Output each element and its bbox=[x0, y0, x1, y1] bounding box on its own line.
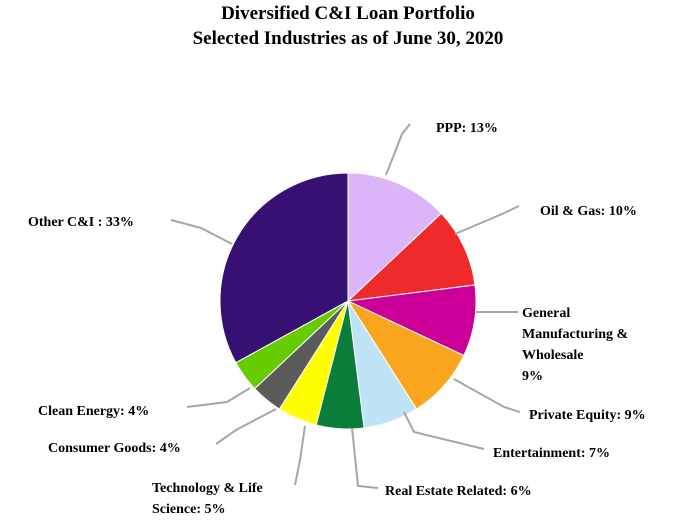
slice-label-line: Technology & Life bbox=[152, 481, 263, 496]
leader-line-entertainment bbox=[403, 411, 485, 450]
slice-label-line: Oil & Gas: 10% bbox=[540, 204, 637, 219]
pie-slice-other-candi bbox=[219, 172, 349, 364]
slice-label-line: Entertainment: 7% bbox=[493, 446, 611, 461]
slice-label-private-equity: Private Equity: 9% bbox=[529, 405, 646, 426]
slice-label-line: PPP: 13% bbox=[436, 121, 498, 136]
slice-label-line: General bbox=[522, 306, 571, 321]
slice-label-technology-and-life-science: Technology & Life Science: 5% bbox=[152, 478, 263, 520]
slice-label-consumer-goods: Consumer Goods: 4% bbox=[48, 438, 181, 459]
slice-label-line: Science: 5% bbox=[152, 502, 226, 517]
slice-label-line: Consumer Goods: 4% bbox=[48, 441, 181, 456]
slice-label-line: Wholesale bbox=[522, 348, 584, 363]
slice-label-line: 9% bbox=[522, 369, 543, 384]
slice-label-line: Other C&I : 33% bbox=[28, 215, 134, 230]
pie-slice-ppp bbox=[347, 172, 443, 303]
slice-label-line: Clean Energy: 4% bbox=[38, 404, 150, 419]
leader-line-other-candi bbox=[170, 219, 233, 245]
chart-subtitle: Selected Industries as of June 30, 2020 bbox=[192, 28, 504, 49]
leader-line-private-equity bbox=[453, 378, 521, 413]
leader-line-oil-and-gas bbox=[454, 205, 520, 235]
leader-line-consumer-goods bbox=[215, 408, 277, 445]
slice-label-real-estate-related: Real Estate Related: 6% bbox=[385, 481, 532, 502]
slice-label-other-candi: Other C&I : 33% bbox=[28, 212, 134, 233]
pie-slice-oil-and-gas bbox=[346, 212, 476, 302]
slice-label-general-manufacturing-and-wholesale: General Manufacturing & Wholesale 9% bbox=[522, 303, 628, 387]
leader-line-clean-energy bbox=[186, 387, 251, 408]
chart-title: Diversified C&I Loan Portfolio bbox=[221, 3, 475, 24]
slice-label-clean-energy: Clean Energy: 4% bbox=[38, 401, 149, 422]
slice-label-line: Private Equity: 9% bbox=[529, 408, 646, 423]
slice-label-line: Manufacturing & bbox=[522, 327, 629, 342]
leader-line-technology-and-life-science bbox=[294, 425, 306, 486]
slice-label-oil-and-gas: Oil & Gas: 10% bbox=[540, 201, 637, 222]
leader-line-ppp bbox=[385, 123, 411, 176]
leader-line-real-estate-related bbox=[351, 427, 379, 489]
slice-label-ppp: PPP: 13% bbox=[436, 118, 498, 139]
slice-label-line: Real Estate Related: 6% bbox=[385, 484, 532, 499]
slice-label-entertainment: Entertainment: 7% bbox=[493, 443, 610, 464]
